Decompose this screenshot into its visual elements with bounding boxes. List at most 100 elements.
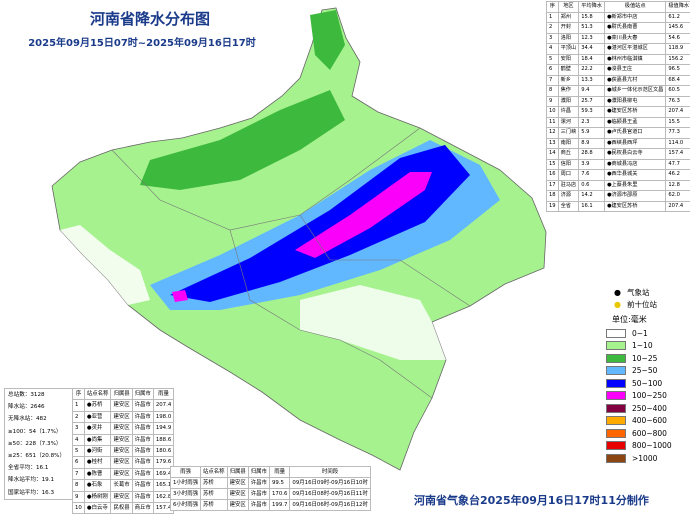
table-cell: ●浚县王庄 xyxy=(603,64,667,76)
city-border xyxy=(299,214,471,307)
legend-label: 600~800 xyxy=(632,428,667,438)
table-row: 3小时雨强 苏桥 建安区 许昌市 170.6 09月16日08时-09月16日11时 xyxy=(170,488,371,500)
column-header: 站点名称 xyxy=(200,466,228,478)
table-cell: 建安区 xyxy=(110,490,133,504)
table-row: 7 ●陈曹 建安区 许昌市 169.4 xyxy=(72,467,175,481)
table-cell: 17 xyxy=(546,179,559,191)
stat-line: 降水站：2646 xyxy=(8,404,45,411)
legend-unit: 单位:毫米 xyxy=(612,315,647,324)
legend-text: 前十位站 xyxy=(626,299,657,309)
table-cell: 207.4 xyxy=(665,200,690,212)
table-cell: 180.6 xyxy=(152,445,175,458)
table-cell: 16.1 xyxy=(578,200,605,212)
stat-line: ≥100：54（1.7%） xyxy=(8,428,62,435)
table-cell: 170.6 xyxy=(268,488,291,500)
table-cell: 4 xyxy=(72,433,85,447)
table-cell: 商丘市 xyxy=(131,502,154,514)
table-cell: 51.3 xyxy=(578,22,605,34)
table-cell: ●灵井 xyxy=(83,422,112,435)
table-cell: ●城乡一体化示范区文昌 xyxy=(603,85,667,97)
table-cell: 09月16日09时-09月16日10时 xyxy=(289,477,371,489)
stat-line: 降水站平均：19.1 xyxy=(8,477,55,484)
legend-swatch xyxy=(606,353,626,363)
table-cell: 7 xyxy=(72,467,85,481)
legend-item: 800~1000 xyxy=(606,440,672,453)
table-cell: 199.7 xyxy=(268,499,291,511)
table-cell: ●石象 xyxy=(83,479,112,492)
table-cell: 2.3 xyxy=(578,116,605,128)
table-cell: 3小时雨强 xyxy=(170,488,201,500)
table-cell: 3.9 xyxy=(578,158,605,170)
legend-top-station: ● 前十位站 xyxy=(614,298,672,310)
table-cell: 4 xyxy=(546,43,559,55)
table-row: 15 信阳 3.9 ●商城县冯店 47.7 xyxy=(546,158,690,170)
table-cell: 15.5 xyxy=(665,116,690,128)
table-cell: ●白云寺 xyxy=(83,502,112,514)
table-cell: 3 xyxy=(546,32,559,44)
table-cell: 118.9 xyxy=(665,43,690,55)
table-row: 10 许昌 59.3 ●建安区苏桥 207.4 xyxy=(546,106,690,118)
legend-item: 1~10 xyxy=(606,340,672,353)
legend-swatch xyxy=(606,366,626,376)
legend-item: 0~1 xyxy=(606,327,672,340)
table-cell: 濮阳 xyxy=(557,95,580,107)
legend-label: 800~1000 xyxy=(632,441,672,451)
legend-swatch xyxy=(606,416,626,426)
table-cell: ●亚营 xyxy=(83,410,112,424)
legend-item: 10~25 xyxy=(606,352,672,365)
table-cell: 2 xyxy=(546,22,559,34)
table-cell: 许昌市 xyxy=(131,479,154,492)
table-cell: 建安区 xyxy=(110,467,133,481)
table-cell: 郑州 xyxy=(557,11,580,23)
table-cell: ●河街 xyxy=(83,445,112,458)
rain-zone-green xyxy=(140,90,345,190)
legend-swatch xyxy=(606,441,626,451)
rain-zone-magenta xyxy=(295,172,432,258)
table-cell: ●商城县冯店 xyxy=(603,158,667,170)
column-header: 极值降水 xyxy=(665,1,690,13)
table-cell: 许昌市 xyxy=(131,467,154,481)
table-row: 9 ●杨树刚 建安区 许昌市 162.8 xyxy=(72,490,175,504)
column-header: 平均降水 xyxy=(578,1,605,13)
table-row: 1 郑州 15.8 ●新郑市中店 61.2 xyxy=(546,11,690,23)
stat-line: 无降水站：482 xyxy=(8,416,47,423)
table-cell: 47.7 xyxy=(665,158,690,170)
table-cell: 68.4 xyxy=(665,74,690,86)
table-row: 6 鹤壁 22.2 ●浚县王庄 96.5 xyxy=(546,64,690,76)
table-cell: ●济源市邵原 xyxy=(603,190,667,202)
table-row: 9 濮阳 25.7 ●濮阳县柳屯 76.3 xyxy=(546,95,690,107)
table-cell: 济源 xyxy=(557,190,580,202)
rain-zone-magenta xyxy=(172,290,188,302)
table-cell: 12 xyxy=(546,127,559,139)
column-header: 归属市 xyxy=(247,466,270,478)
table-cell: 开封 xyxy=(557,22,580,34)
table-row: 11 漯河 2.3 ●临颍县王孟 15.5 xyxy=(546,116,690,128)
table-cell: 14.2 xyxy=(578,190,605,202)
table-cell: 许昌 xyxy=(557,106,580,118)
table-row: 1小时雨强 苏桥 建安区 许昌市 99.5 09月16日09时-09月16日10时 xyxy=(170,477,371,489)
table-cell: 商丘 xyxy=(557,148,580,160)
table-cell: 28.8 xyxy=(578,148,605,160)
table-cell: 1 xyxy=(72,399,85,412)
table-cell: 62.0 xyxy=(665,190,690,202)
legend-label: 1~10 xyxy=(632,341,653,351)
table-cell: 建安区 xyxy=(110,445,133,458)
table-cell: 许昌市 xyxy=(131,433,154,447)
column-header: 雨强 xyxy=(170,466,201,478)
table-cell: 207.4 xyxy=(665,106,690,118)
table-cell: 安阳 xyxy=(557,53,580,65)
table-cell: ●尚集 xyxy=(83,433,112,447)
stat-line: ≥25：651（20.8%） xyxy=(8,453,66,460)
legend-item: 100~250 xyxy=(606,390,672,403)
table-cell: 民权县 xyxy=(110,502,133,514)
table-cell: 09月16日08时-09月16日11时 xyxy=(289,488,371,500)
table-cell: 60.5 xyxy=(665,85,690,97)
table-cell: 9 xyxy=(546,95,559,107)
table-row: 19 全省 16.1 ●建安区苏桥 207.4 xyxy=(546,200,690,212)
footer: 河南省气象台2025年09月16日17时11分制作 xyxy=(414,494,649,507)
table-cell: 76.3 xyxy=(665,95,690,107)
table-cell: 建安区 xyxy=(110,456,133,469)
table-cell: 建安区 xyxy=(110,410,133,424)
column-header: 归属市 xyxy=(131,387,154,401)
